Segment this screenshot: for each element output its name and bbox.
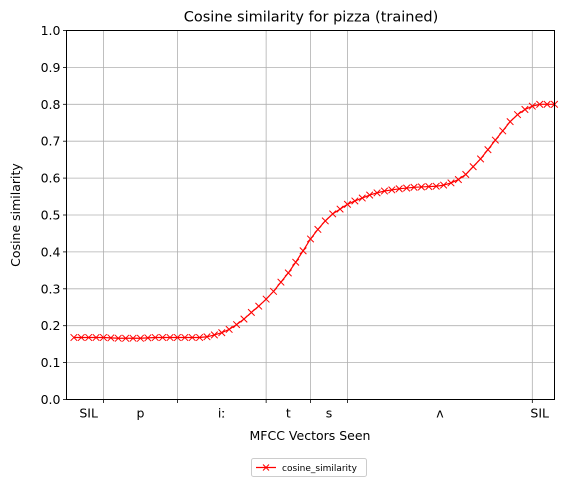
data-point: [158, 333, 167, 342]
data-point: [136, 334, 145, 342]
data-point: [373, 189, 381, 197]
segment-label: t: [286, 406, 291, 421]
data-point: [439, 181, 448, 189]
data-point: [203, 333, 211, 341]
y-tick-label: 0.9: [41, 60, 61, 75]
data-point: [210, 331, 219, 339]
data-point: [77, 333, 85, 342]
data-point: [321, 217, 329, 225]
data-point: [462, 170, 470, 179]
data-point: [432, 182, 440, 190]
data-point: [262, 295, 270, 303]
data-point: [543, 100, 551, 108]
data-point: [343, 200, 352, 208]
segment-label: SIL: [530, 406, 549, 421]
data-point: [277, 278, 285, 286]
data-point: [388, 186, 396, 194]
data-point: [506, 117, 514, 126]
data-point: [469, 163, 477, 171]
y-tick-label: 1.0: [41, 23, 61, 38]
data-point: [521, 105, 529, 114]
data-point: [284, 269, 292, 277]
y-tick-label: 0.5: [41, 208, 61, 223]
data-point: [314, 225, 322, 234]
y-axis-ticks: 0.0 0.1 0.2 0.3 0.4 0.5 0.6 0.7 0.8 0.9 1.0: [41, 23, 67, 407]
data-point: [454, 175, 463, 184]
segment-label: iː: [218, 406, 226, 421]
data-point: [365, 191, 374, 199]
data-point: [99, 333, 108, 342]
y-tick-label: 0.7: [41, 134, 61, 149]
series-line: [73, 103, 555, 339]
legend: cosine_similarity: [251, 458, 367, 477]
y-tick-label: 0.6: [41, 171, 61, 186]
data-point: [358, 194, 366, 202]
legend-label: cosine_similarity: [282, 464, 358, 474]
data-point: [151, 333, 159, 342]
data-point: [225, 325, 233, 334]
data-point: [499, 127, 507, 135]
data-point: [395, 185, 403, 193]
data-point: [306, 235, 315, 243]
y-tick-label: 0.0: [41, 392, 61, 407]
data-point: [292, 258, 300, 266]
data-point: [269, 287, 278, 296]
data-point: [114, 334, 122, 342]
data-point: [166, 333, 174, 342]
data-point: [92, 333, 100, 342]
data-point: [329, 210, 337, 218]
data-point: [247, 308, 256, 317]
segment-label: s: [326, 406, 333, 421]
x-axis-ticks: [103, 399, 533, 403]
y-tick-label: 0.8: [41, 97, 61, 112]
chart-title: Cosine similarity for pizza (trained): [184, 10, 439, 26]
data-point: [351, 197, 359, 205]
data-point: [380, 187, 389, 195]
segment-label: p: [136, 406, 144, 421]
y-tick-label: 0.1: [41, 355, 61, 370]
data-point: [425, 182, 433, 191]
data-point: [232, 320, 241, 329]
data-point: [528, 102, 536, 110]
data-point: [476, 155, 485, 163]
data-point: [536, 100, 544, 108]
data-point: [181, 333, 189, 342]
data-point: [70, 333, 78, 342]
data-point: [513, 110, 522, 119]
data-point: [173, 333, 182, 342]
segment-label: SIL: [79, 406, 98, 421]
x-axis-label: MFCC Vectors Seen: [250, 428, 371, 443]
data-point: [129, 334, 137, 342]
data-point: [240, 315, 248, 323]
segment-label: ʌ: [436, 406, 444, 421]
data-point: [195, 333, 204, 342]
data-point: [255, 302, 263, 310]
data-point: [491, 136, 500, 144]
y-axis-label: Cosine similarity: [8, 163, 23, 267]
data-point: [121, 334, 130, 342]
data-point: [299, 247, 307, 255]
legend-entry-cosine-similarity: [256, 464, 276, 471]
data-point: [218, 329, 226, 337]
data-point: [107, 334, 115, 342]
y-tick-label: 0.4: [41, 244, 61, 259]
data-point: [417, 183, 426, 191]
data-point: [484, 146, 492, 154]
y-tick-label: 0.2: [41, 318, 61, 333]
y-tick-label: 0.3: [41, 281, 61, 296]
legend-box: [251, 458, 367, 477]
data-point: [336, 205, 344, 213]
x-axis-segment-labels: SIL p iː t s ʌ SIL: [79, 406, 549, 421]
legend-marker: [262, 464, 270, 471]
data-point: [410, 183, 418, 191]
data-point: [188, 333, 196, 342]
data-point: [144, 334, 152, 342]
series-cosine-similarity: [70, 100, 559, 342]
data-point: [85, 333, 93, 342]
data-point: [402, 184, 411, 192]
data-point: [447, 179, 455, 187]
